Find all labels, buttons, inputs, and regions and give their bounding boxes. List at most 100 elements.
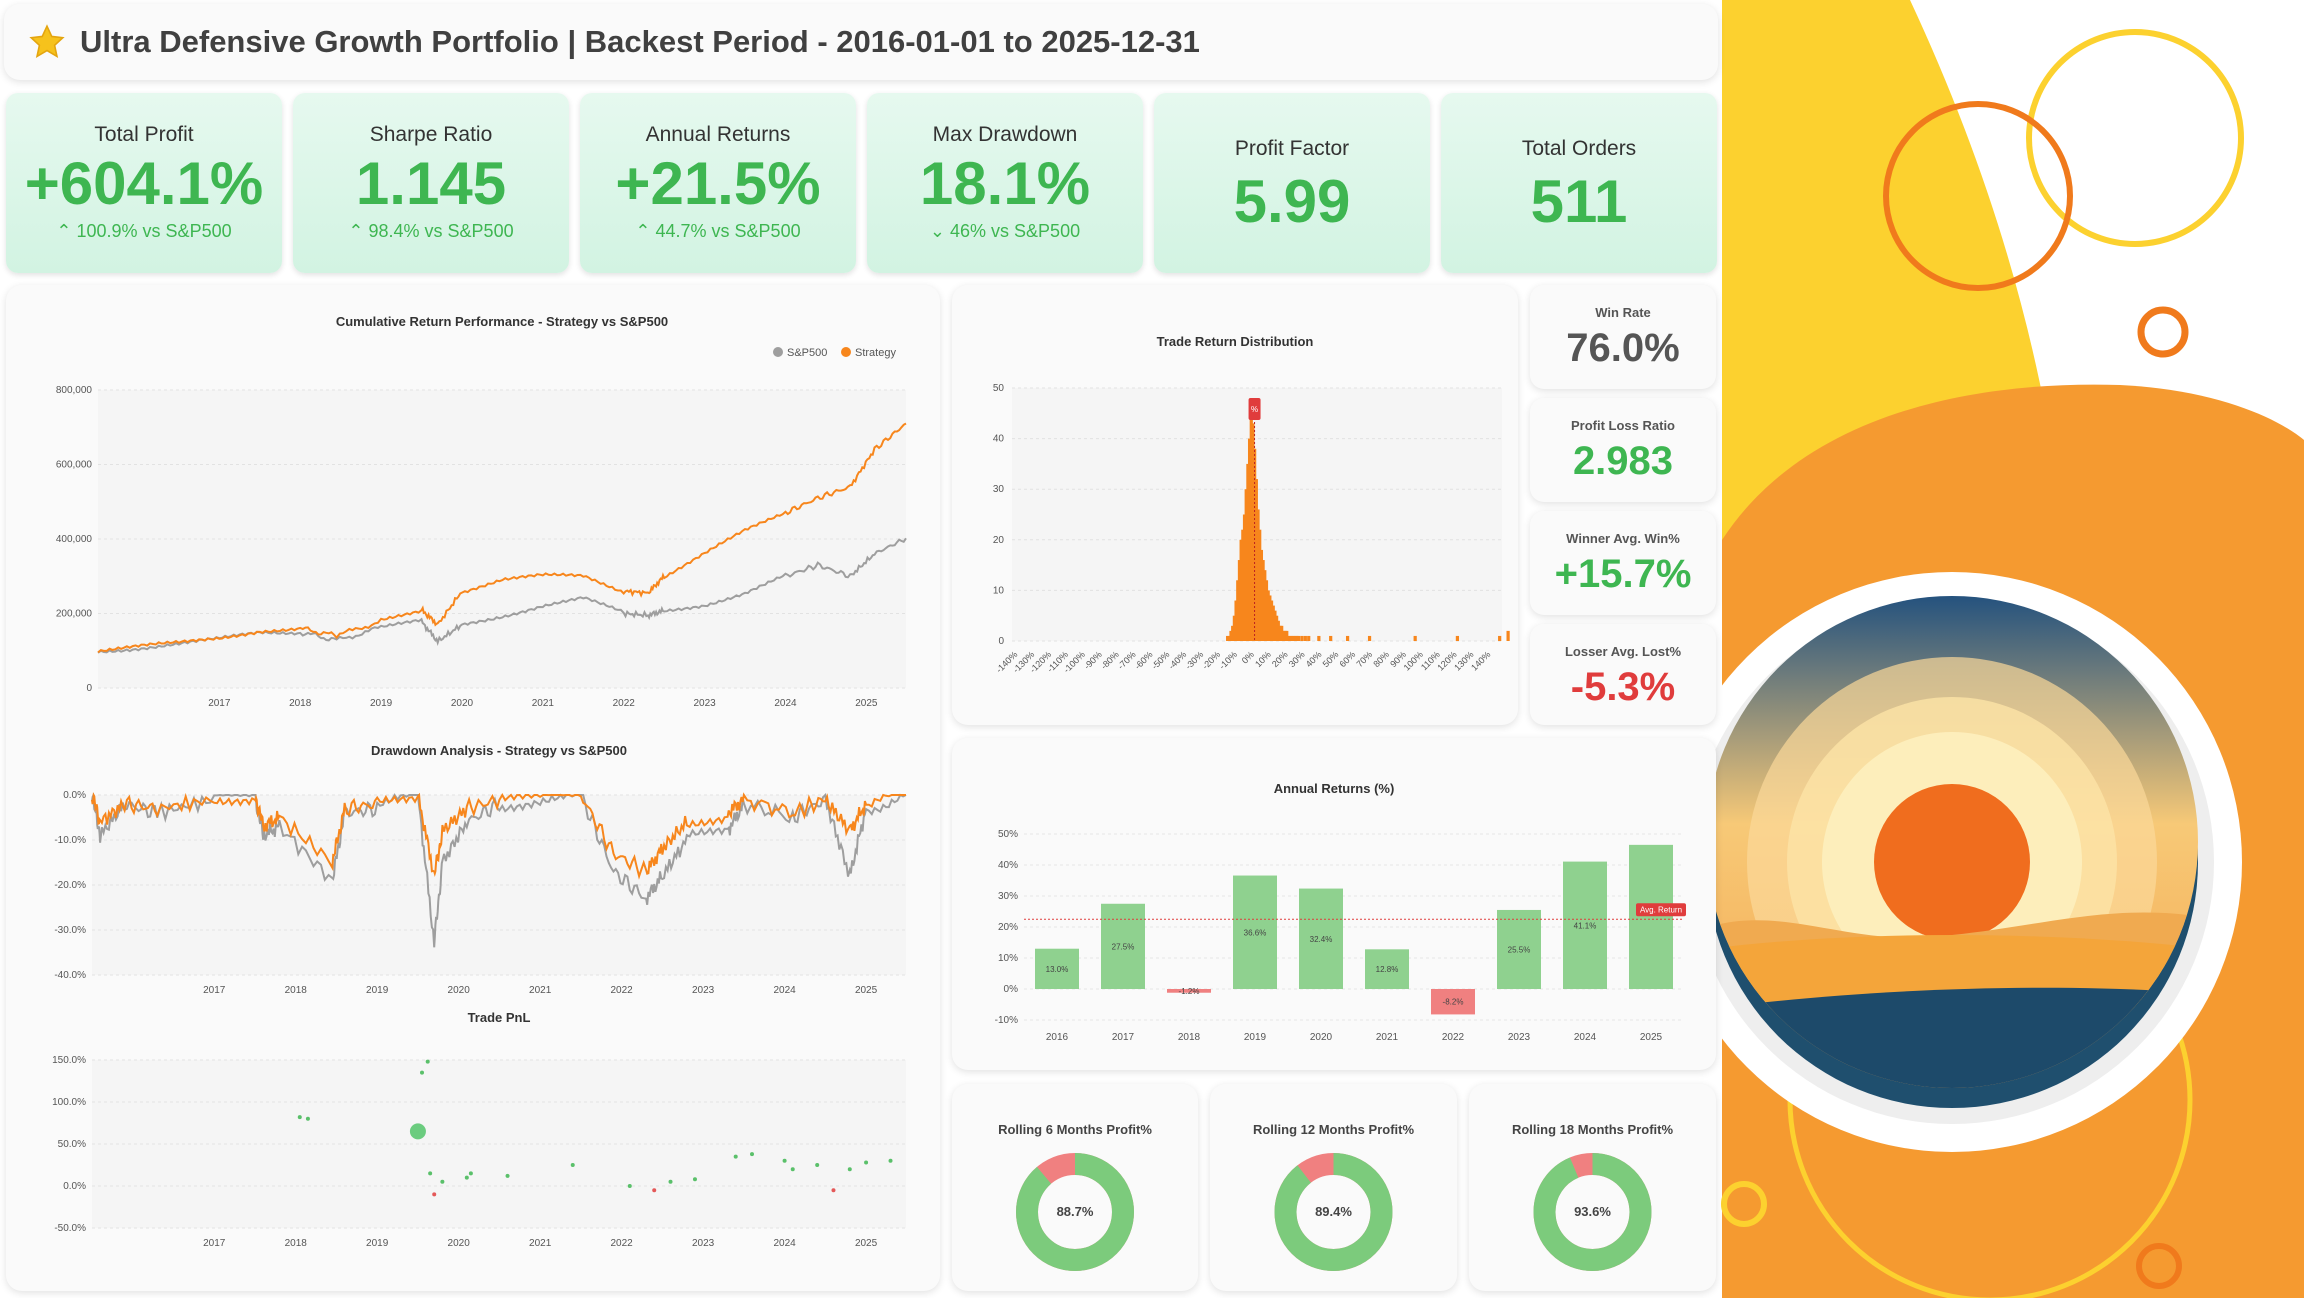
scatter-point (432, 1192, 437, 1197)
kpi-compare: ⌃ 100.9% vs S&P500 (6, 221, 282, 242)
histogram-bar (1281, 630, 1285, 641)
kpi-value: 511 (1530, 168, 1628, 235)
chevron-up-icon: ⌃ (635, 221, 651, 241)
x-tick-label: -50% (1150, 649, 1172, 671)
kpi-value: 1.145 (355, 150, 507, 217)
scatter-point (428, 1171, 433, 1176)
x-tick-label: 2018 (285, 1238, 308, 1249)
kpi-sharpe-ratio: Sharpe Ratio 1.145 ⌃ 98.4% vs S&P500 (293, 93, 569, 273)
histogram-bar (1256, 509, 1260, 641)
annual-bar (1431, 989, 1475, 1015)
stat-label: Losser Avg. Lost% (1564, 644, 1682, 659)
x-tick-label: 2021 (1376, 1032, 1399, 1043)
annual-bar (1233, 875, 1277, 989)
stat-losser-avg-lost: Losser Avg. Lost% -5.3% (1530, 624, 1716, 725)
x-tick-label: 70% (1354, 649, 1374, 669)
histogram-bar (1329, 635, 1333, 641)
annual-bar (1035, 948, 1079, 989)
x-tick-label: 2021 (529, 985, 552, 996)
histogram-bar (1266, 590, 1270, 641)
x-tick-label: -30% (1183, 649, 1205, 671)
donut-title: Rolling 12 Months Profit% (1253, 1122, 1414, 1137)
histogram-bar (1254, 479, 1258, 641)
x-tick-label: -90% (1082, 649, 1104, 671)
annual-bar (1299, 888, 1343, 989)
y-tick-label: 800,000 (56, 385, 93, 396)
distribution-panel: Trade Return Distribution 50 40 30 20 10 0 -140… (952, 285, 1518, 725)
histogram-bar (1276, 620, 1280, 641)
annual-bar (1167, 989, 1211, 993)
annual-bar (1563, 861, 1607, 989)
scatter-point (505, 1173, 510, 1178)
y-tick-label: 30% (998, 891, 1018, 902)
histogram-bar (1263, 570, 1267, 641)
donut-positive-arc (1016, 1153, 1134, 1271)
performance-charts: Cumulative Return Performance - Strategy… (52, 314, 907, 1249)
kpi-label: Total Orders (1521, 137, 1637, 160)
x-tick-label: 2023 (692, 1238, 715, 1249)
kpi-total-orders: Total Orders 511 (1441, 93, 1717, 273)
histogram-bar (1258, 529, 1262, 641)
x-tick-label: 2018 (289, 698, 312, 709)
histogram-bar (1283, 630, 1287, 641)
donut-positive-arc (1533, 1153, 1652, 1271)
y-tick-label: 40% (998, 860, 1018, 871)
series-line-strategy (97, 422, 907, 654)
kpi-compare: ⌃ 98.4% vs S&P500 (293, 221, 569, 242)
histogram-bar (1234, 600, 1238, 641)
x-tick-label: 2024 (773, 1238, 796, 1249)
y-tick-label: 0 (998, 636, 1004, 647)
x-tick-label: 2022 (613, 698, 636, 709)
x-tick-label: 2020 (451, 698, 474, 709)
annual-bar (1497, 909, 1541, 989)
histogram-bar (1242, 514, 1247, 641)
stat-label: Winner Avg. Win% (1566, 531, 1680, 546)
scatter-point (847, 1167, 852, 1172)
x-tick-label: 2024 (773, 985, 796, 996)
histogram-bar (1296, 635, 1301, 641)
y-tick-label: 50.0% (58, 1139, 86, 1150)
x-tick-label: 2020 (1310, 1032, 1333, 1043)
stat-win-rate: Win Rate 76.0% (1530, 285, 1716, 389)
kpi-compare-text: 100.9% vs S&P500 (76, 221, 232, 241)
rolling-12-panel: Rolling 12 Months Profit% 89.4% (1210, 1084, 1457, 1291)
histogram-bar (1268, 595, 1272, 641)
y-tick-label: 30 (993, 484, 1005, 495)
y-tick-label: 50 (993, 383, 1005, 394)
y-tick-label: 600,000 (56, 460, 93, 471)
annual-returns-panel: Annual Returns (%) 50% 40% 30% 20% 10% 0% -10% 1… (952, 738, 1716, 1070)
histogram-bar (1244, 489, 1248, 641)
histogram-bar (1241, 529, 1245, 641)
rolling-18-donut: Rolling 18 Months Profit% 93.6% (1512, 1122, 1673, 1271)
kpi-value: 18.1% (919, 150, 1091, 217)
bar-value-label: 41.1% (1574, 921, 1597, 930)
x-tick-label: 2022 (611, 985, 634, 996)
legend-label-strategy: Strategy (855, 347, 896, 359)
y-tick-label: 200,000 (56, 609, 93, 620)
donut-center-label: 89.4% (1315, 1204, 1352, 1219)
histogram-bar (1291, 635, 1296, 641)
page-title: Ultra Defensive Growth Portfolio | Backe… (80, 24, 1200, 59)
y-tick-label: 10 (993, 585, 1005, 596)
bar-value-label: 27.5% (1112, 942, 1135, 951)
kpi-label: Sharpe Ratio (369, 123, 493, 146)
x-tick-label: 2019 (1244, 1032, 1267, 1043)
kpi-max-drawdown: Max Drawdown 18.1% ⌄ 46% vs S&P500 (867, 93, 1143, 273)
histogram-bar (1303, 635, 1307, 641)
stat-label: Win Rate (1595, 305, 1651, 320)
scatter-point (790, 1167, 795, 1172)
chevron-up-icon: ⌃ (56, 221, 72, 241)
y-tick-label: 50% (998, 829, 1018, 840)
histogram-bar (1253, 448, 1257, 641)
histogram-bar (1293, 635, 1297, 641)
scatter-point (420, 1070, 424, 1075)
scatter-point (627, 1184, 632, 1188)
scatter-point (815, 1163, 820, 1167)
bar-value-label: 25.5% (1508, 945, 1531, 954)
kpi-label: Max Drawdown (932, 123, 1078, 146)
scatter-point (888, 1158, 893, 1163)
stat-winner-avg-win: Winner Avg. Win% +15.7% (1530, 511, 1716, 615)
histogram-bar (1413, 635, 1417, 641)
chart-title: Drawdown Analysis - Strategy vs S&P500 (371, 743, 627, 758)
scatter-point (692, 1177, 697, 1182)
